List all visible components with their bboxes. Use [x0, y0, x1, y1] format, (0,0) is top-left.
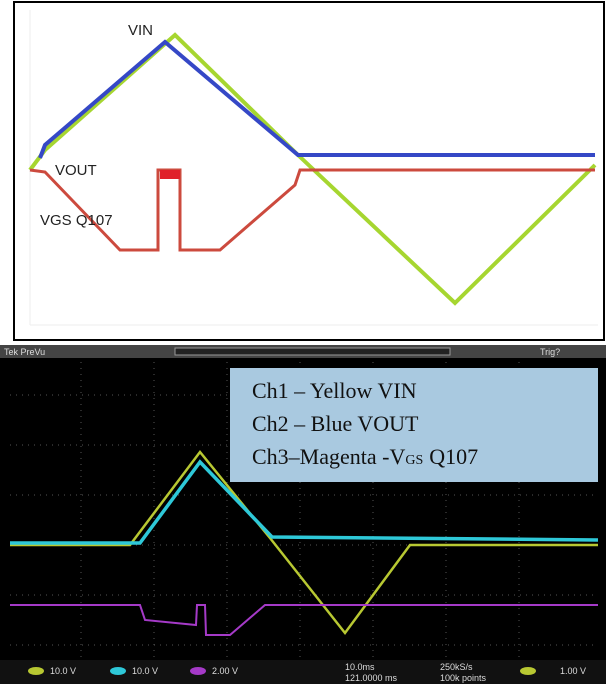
ch2-badge	[110, 667, 126, 675]
scope-trigger: Trig?	[540, 347, 560, 357]
ch3-scale: 2.00 V	[212, 666, 238, 676]
legend-subscript: GS	[405, 453, 423, 468]
ch1-scale: 10.0 V	[50, 666, 76, 676]
ch2-scale: 10.0 V	[132, 666, 158, 676]
scope-menu: Tek PreVu	[4, 347, 45, 357]
timebase: 10.0ms	[345, 662, 375, 672]
position: 121.0000 ms	[345, 673, 398, 683]
trigger-level: 1.00 V	[560, 666, 586, 676]
legend-entry: Ch2 – Blue VOUT	[252, 411, 419, 436]
scope-record-bar	[175, 348, 450, 355]
legend-entry: Ch3–Magenta -VGS Q107	[252, 444, 478, 469]
sample-rate: 250kS/s	[440, 662, 473, 672]
sim-label: VIN	[128, 22, 153, 39]
sim-label: VGS Q107	[40, 212, 113, 229]
sim-label: VOUT	[55, 162, 97, 179]
ch3-badge	[190, 667, 206, 675]
trigger-badge	[520, 667, 536, 675]
legend-text: Ch3–Magenta -V	[252, 444, 405, 469]
page: VIN VOUT VGS Q107 Tek PreVu Trig? Ch1 – …	[0, 0, 606, 684]
legend-suffix: Q107	[429, 444, 478, 469]
ch1-badge	[28, 667, 44, 675]
record-length: 100k points	[440, 673, 487, 683]
scope-status-bar	[0, 660, 606, 684]
legend-entry: Ch1 – Yellow VIN	[252, 378, 417, 403]
sim-pulse	[160, 170, 180, 179]
